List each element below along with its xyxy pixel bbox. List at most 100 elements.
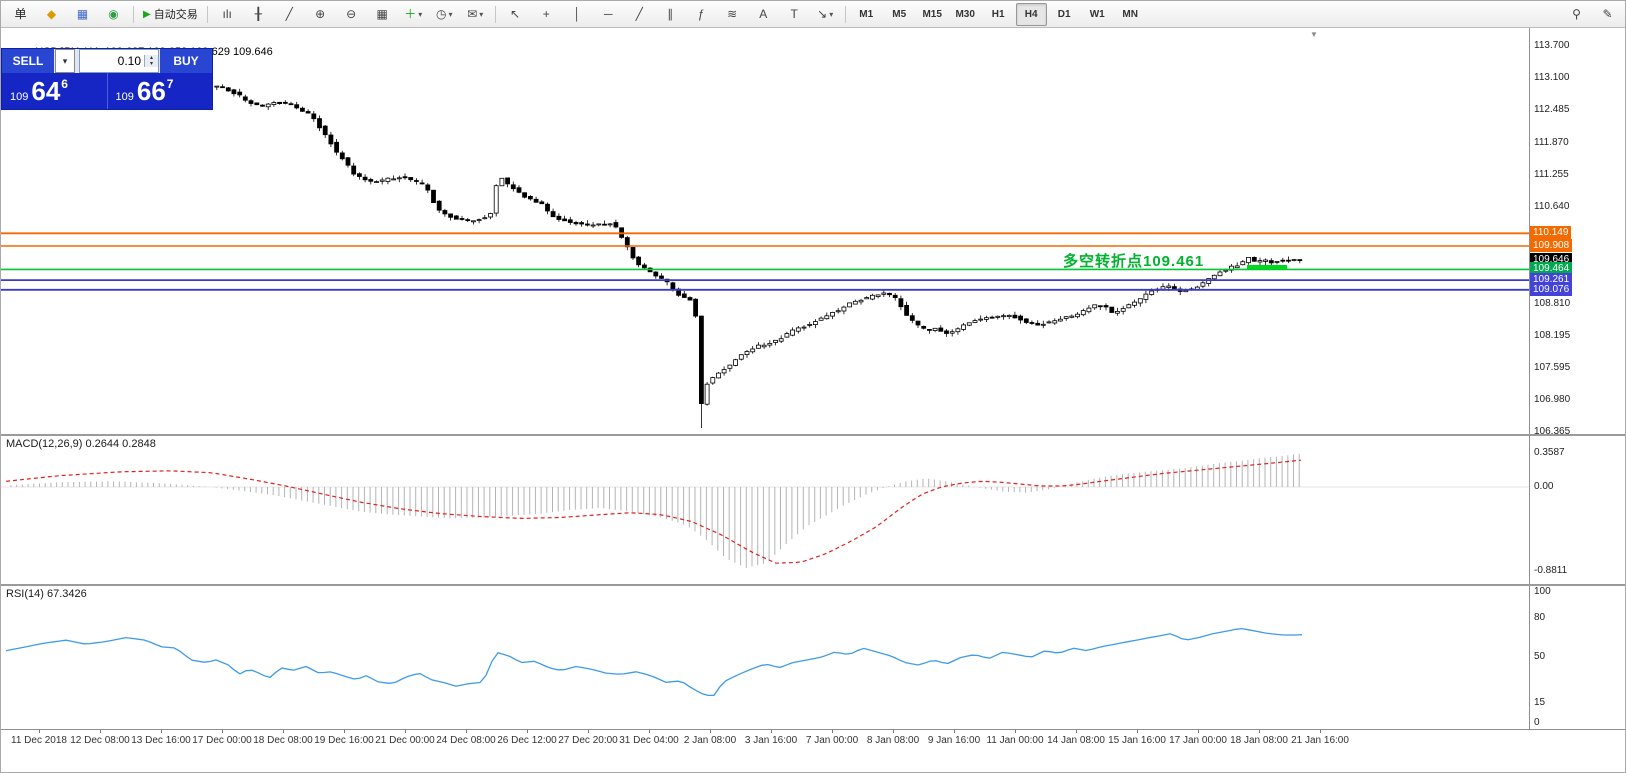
rsi-chart[interactable] [1, 585, 1529, 729]
chevron-down-icon: ▾ [479, 9, 484, 19]
line-chart-button[interactable]: ╱ [275, 3, 304, 26]
search-button[interactable]: ⚲ [1562, 3, 1591, 26]
price-tick: 106.365 [1534, 426, 1571, 438]
buy-price-point: 7 [166, 77, 174, 91]
crosshair-button[interactable]: + [532, 3, 561, 26]
buy-button[interactable]: BUY [160, 49, 212, 73]
edit-button[interactable]: ✎ [1593, 3, 1622, 26]
data-window-icon: ▦ [76, 7, 89, 21]
time-tick [1137, 730, 1138, 733]
buy-price-pips: 66 [136, 76, 166, 106]
price-axis[interactable]: 113.700 113.100 112.485 111.870 111.255 110.6… [1529, 1, 1625, 772]
timeframe-m5[interactable]: M5 [892, 8, 907, 20]
timeframe-h1[interactable]: H1 [991, 8, 1005, 20]
horizontal-line-button[interactable]: ─ [594, 3, 623, 26]
sell-price-button[interactable]: 109 64 6 [2, 73, 107, 109]
time-label: 15 Jan 16:00 [1108, 735, 1166, 746]
price-tick: 108.810 [1534, 297, 1571, 309]
market-watch-button[interactable]: ◆ [37, 3, 66, 26]
macd-panel: MACD(12,26,9) 0.2644 0.2848 [1, 435, 1529, 585]
label-button[interactable]: T [780, 3, 809, 26]
sell-price-base: 109 [10, 91, 29, 103]
panel-divider[interactable] [1, 434, 1625, 436]
volume-input[interactable]: 0.10 ▴ ▾ [79, 49, 159, 73]
autotrade-label: 自动交易 [153, 9, 198, 21]
zoom-out-button[interactable]: ⊖ [337, 3, 366, 26]
zoom-in-icon: ⊕ [315, 7, 326, 21]
arrows-button[interactable]: ↘ ▾ [811, 3, 840, 26]
trade-panel-prices: 109 64 6 109 66 7 [2, 73, 212, 109]
chevron-down-icon: ▾ [448, 9, 453, 19]
autotrade-button[interactable]: ▶ 自动交易 [139, 3, 202, 26]
timeframe-m1[interactable]: M1 [859, 8, 874, 20]
timeframe-w1[interactable]: W1 [1089, 8, 1105, 20]
text-button[interactable]: A [749, 3, 778, 26]
bar-shift-marker[interactable]: ▼ [1310, 30, 1318, 39]
chevron-down-icon: ▾ [62, 55, 68, 66]
new-order-button[interactable]: 单 [6, 3, 35, 26]
indicators-button[interactable]: ＋ ▾ [399, 3, 428, 26]
price-tick: 112.485 [1534, 104, 1570, 116]
price-tick: 0 [1534, 717, 1540, 728]
shapes-button[interactable]: ≋ [718, 3, 747, 26]
zoom-in-button[interactable]: ⊕ [306, 3, 335, 26]
data-window-button[interactable]: ▦ [68, 3, 97, 26]
cursor-button[interactable]: ↖ [501, 3, 530, 26]
price-tick: 100 [1534, 585, 1551, 597]
time-axis[interactable]: 11 Dec 2018 12 Dec 08:00 13 Dec 16:00 17 De… [1, 729, 1625, 772]
panel-divider[interactable] [1, 584, 1625, 586]
trade-panel-controls: SELL ▾ 0.10 ▴ ▾ BUY [2, 49, 212, 73]
annotation-line[interactable] [1247, 265, 1287, 269]
timeframe-d1[interactable]: D1 [1057, 8, 1071, 20]
candlestick-chart-icon: ╂ [254, 7, 262, 21]
timeframe-mn[interactable]: MN [1122, 8, 1138, 20]
sell-price-pips: 64 [31, 76, 61, 106]
price-tick: 111.870 [1534, 136, 1569, 148]
time-label: 17 Jan 00:00 [1169, 735, 1227, 746]
play-icon: ▶ [143, 8, 151, 20]
tile-windows-button[interactable]: ▦ [368, 3, 397, 26]
bar-chart-button[interactable]: ılı [213, 3, 242, 26]
timeframe-h4[interactable]: H4 [1015, 2, 1047, 26]
toolbar-separator [844, 5, 846, 23]
price-level-tag: 109.464 [1530, 262, 1573, 276]
buy-price-base: 109 [115, 91, 134, 103]
vertical-line-button[interactable]: │ [563, 3, 592, 26]
macd-header: MACD(12,26,9) 0.2644 0.2848 [6, 438, 156, 450]
templates-icon: ✉ [467, 7, 478, 21]
timeframe-m15[interactable]: M15 [922, 8, 942, 20]
candlestick-chart[interactable] [1, 28, 1529, 435]
channel-button[interactable]: ∥ [656, 3, 685, 26]
time-tick [954, 730, 955, 733]
navigator-icon: ◉ [108, 7, 119, 21]
time-label: 11 Jan 00:00 [986, 735, 1044, 746]
buy-price-button[interactable]: 109 66 7 [108, 73, 213, 109]
market-watch-icon: ◆ [46, 7, 57, 21]
step-down-button[interactable]: ▾ [145, 61, 158, 67]
time-label: 18 Dec 08:00 [253, 735, 313, 746]
candlestick-chart-button[interactable]: ╂ [244, 3, 273, 26]
time-tick [344, 730, 345, 733]
time-tick [588, 730, 589, 733]
time-label: 21 Jan 16:00 [1291, 735, 1349, 746]
periods-button[interactable]: ◷ ▾ [430, 3, 459, 26]
fibonacci-button[interactable]: ƒ [687, 3, 716, 26]
tile-windows-icon: ▦ [376, 7, 388, 21]
price-tick: 113.700 [1534, 40, 1570, 52]
price-tick: 106.980 [1534, 394, 1571, 406]
timeframe-m30[interactable]: M30 [955, 8, 975, 20]
navigator-button[interactable]: ◉ [99, 3, 128, 26]
time-tick [39, 730, 40, 733]
macd-chart[interactable] [1, 435, 1529, 585]
chevron-down-icon: ▾ [418, 9, 423, 19]
vertical-line-icon: │ [573, 7, 581, 21]
price-tick: 108.195 [1534, 330, 1571, 342]
order-type-dropdown[interactable]: ▾ [55, 49, 75, 73]
annotation-text[interactable]: 多空转折点109.461 [1063, 253, 1205, 270]
step-up-button[interactable]: ▴ [145, 55, 158, 61]
trendline-button[interactable]: ╱ [625, 3, 654, 26]
templates-button[interactable]: ✉ ▾ [461, 3, 490, 26]
time-tick [1320, 730, 1321, 733]
price-tick: 113.100 [1534, 72, 1570, 83]
sell-button[interactable]: SELL [2, 49, 54, 73]
